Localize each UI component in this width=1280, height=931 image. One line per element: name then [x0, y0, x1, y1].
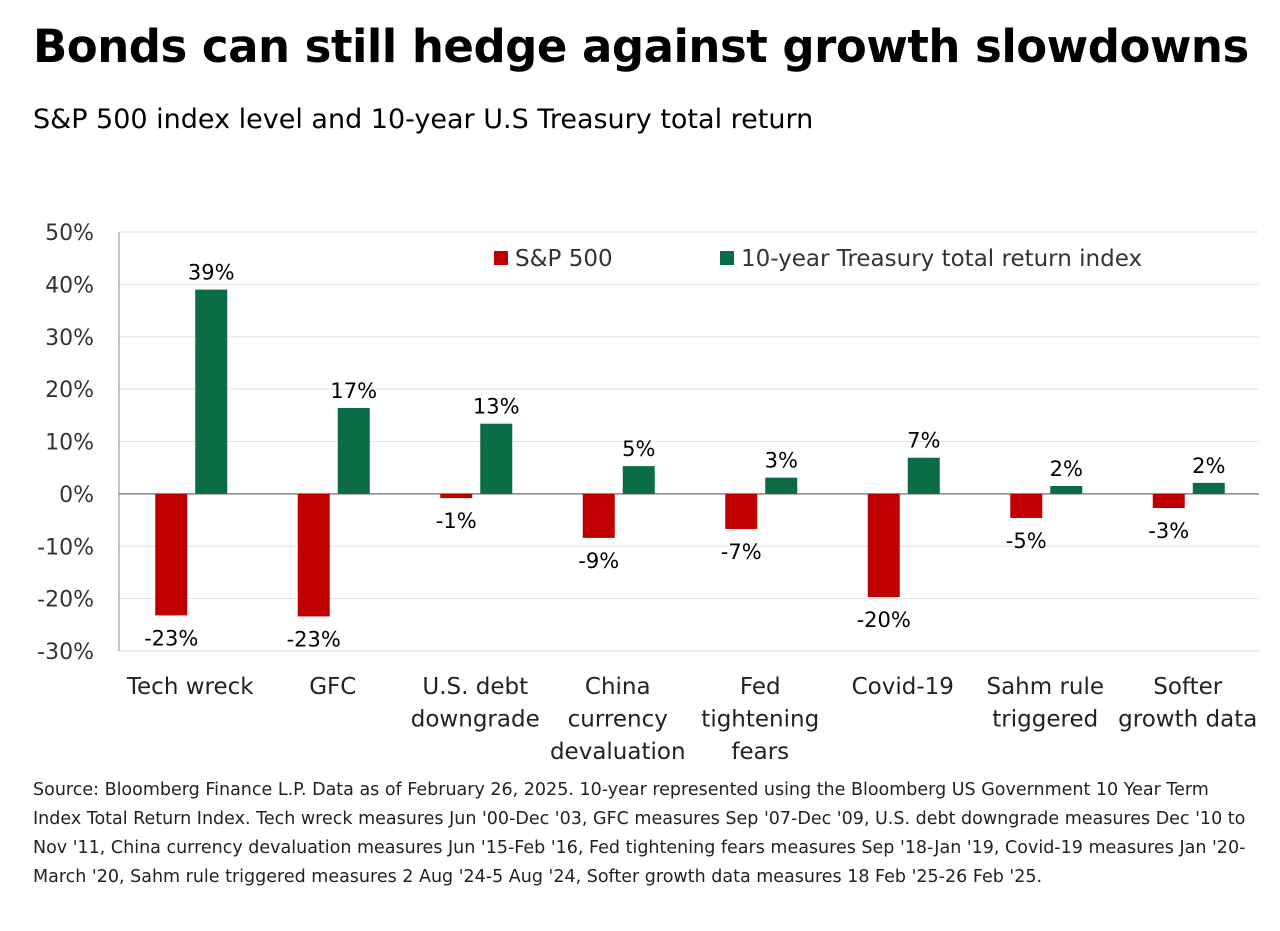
bar-treasury: [1192, 482, 1225, 494]
y-tick-label: 40%: [45, 273, 94, 298]
bar-treasury: [337, 407, 370, 494]
data-label: -9%: [578, 549, 619, 573]
x-tick-label: tightening: [701, 707, 819, 733]
x-tick-label: Covid-19: [852, 674, 954, 700]
source-note: Source: Bloomberg Finance L.P. Data as o…: [33, 780, 1246, 887]
legend-label: S&P 500: [515, 246, 613, 272]
data-label: -23%: [287, 627, 341, 651]
data-label: -23%: [144, 626, 198, 650]
x-tick-label: downgrade: [411, 707, 540, 733]
legend-swatch: [494, 251, 508, 265]
x-tick-label: GFC: [309, 674, 356, 700]
x-tick-label: U.S. debt: [422, 674, 528, 700]
x-tick-label: triggered: [992, 707, 1098, 733]
bar-sp500: [440, 493, 473, 499]
x-tick-label: Sahm rule: [986, 674, 1104, 700]
y-tick-label: -10%: [37, 535, 94, 560]
y-tick-label: 50%: [45, 221, 94, 246]
chart-subtitle: S&P 500 index level and 10-year U.S Trea…: [33, 104, 814, 135]
bar-treasury: [765, 477, 798, 494]
legend-swatch: [720, 251, 734, 265]
data-label: 13%: [473, 395, 520, 419]
bar-sp500: [155, 493, 188, 616]
data-label: -3%: [1148, 519, 1189, 543]
x-tick-label: growth data: [1118, 707, 1257, 733]
bar-chart: 50% 40% 30% 20% 10% 0% -10% -20% -30% -23% 39% Tech…: [37, 221, 1259, 765]
bar-treasury: [195, 289, 228, 494]
y-tick-label: -20%: [37, 588, 94, 613]
data-label: -20%: [857, 608, 911, 632]
y-tick-label: -30%: [37, 640, 94, 665]
data-label: 3%: [765, 449, 798, 473]
x-tick-label: China: [585, 674, 651, 700]
x-tick-label: fears: [731, 739, 789, 765]
bar-sp500: [1010, 493, 1043, 518]
bar-sp500: [867, 493, 900, 598]
bar-treasury: [907, 457, 940, 494]
bar-sp500: [1152, 493, 1185, 509]
x-tick-label: currency: [568, 707, 668, 733]
x-tick-label: devaluation: [550, 739, 686, 765]
bar-treasury: [622, 466, 655, 494]
legend-label: 10-year Treasury total return index: [741, 246, 1142, 272]
chart-title: Bonds can still hedge against growth slo…: [33, 20, 1249, 73]
y-tick-label: 10%: [45, 431, 94, 456]
x-tick-label: Softer: [1153, 674, 1223, 700]
data-label: 2%: [1192, 454, 1225, 478]
bar-sp500: [297, 493, 330, 617]
data-label: 5%: [622, 437, 655, 461]
bar-sp500: [725, 493, 758, 529]
data-label: -1%: [436, 509, 477, 533]
bar-sp500: [582, 493, 615, 538]
data-label: 17%: [330, 379, 377, 403]
data-label: 2%: [1050, 457, 1083, 481]
y-tick-label: 20%: [45, 378, 94, 403]
data-label: -7%: [721, 540, 762, 564]
x-tick-label: Fed: [740, 674, 781, 700]
bar-treasury: [480, 423, 513, 494]
y-tick-label: 30%: [45, 326, 94, 351]
data-label: 7%: [907, 429, 940, 453]
y-tick-label: 0%: [59, 483, 94, 508]
x-tick-label: Tech wreck: [126, 674, 254, 700]
bar-treasury: [1050, 486, 1083, 494]
data-label: -5%: [1006, 529, 1047, 553]
data-label: 39%: [188, 261, 235, 285]
